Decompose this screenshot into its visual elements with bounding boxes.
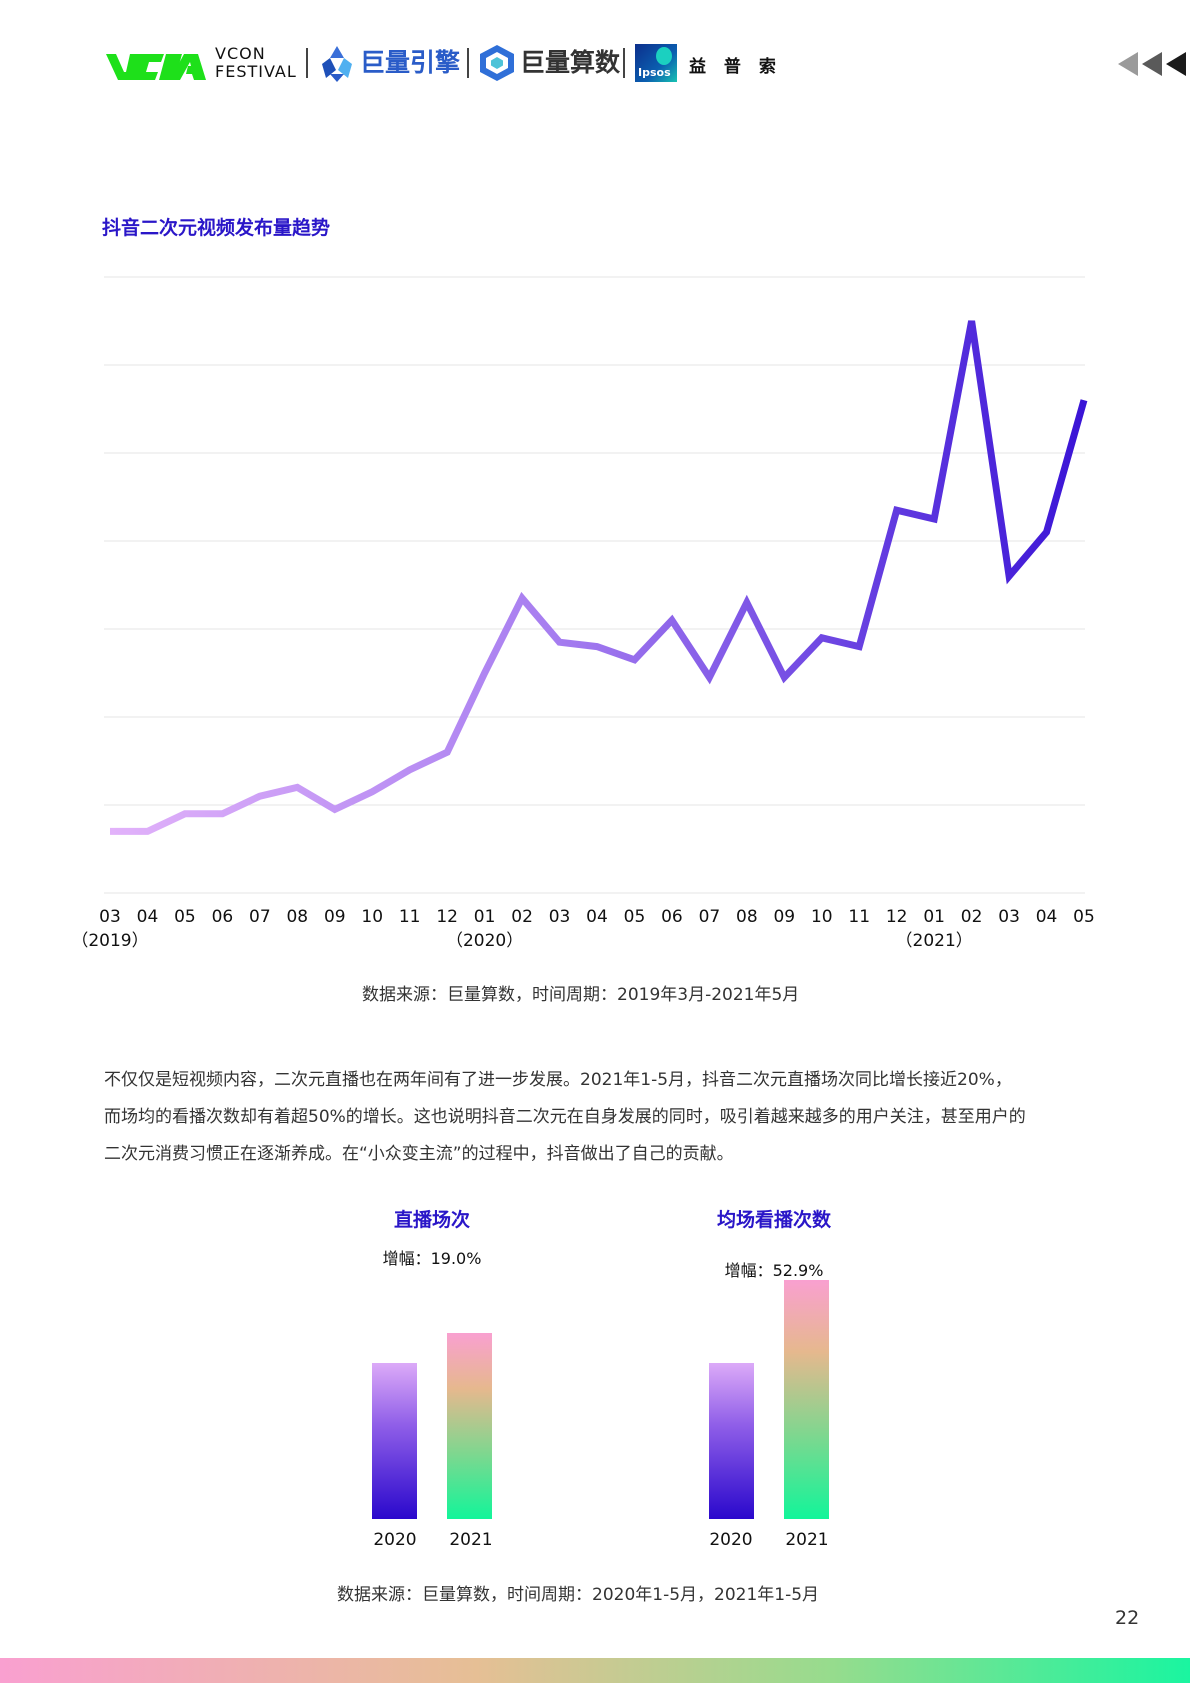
paragraph-line: 二次元消费习惯正在逐渐养成。在“小众变主流”的过程中，抖音做出了自己的贡献。 [104, 1144, 734, 1164]
ipsos-logo-dot [656, 47, 672, 65]
x-tick-label: 01 [923, 907, 945, 927]
chart-gridlines [104, 276, 1085, 894]
bar-2021 [784, 1280, 829, 1519]
x-tick-label: 04 [1036, 907, 1058, 927]
x-tick-label: 06 [212, 907, 234, 927]
x-axis-ticks: 03 04 05 06 07 08 09 10 11 12 01 02 03 04 05 06 07 08 09 10… [71, 907, 1094, 951]
x-tick-label: 10 [811, 907, 833, 927]
growth-label: 增幅：52.9% [724, 1261, 824, 1280]
brand-ipsos-cn: 益 普 索 [689, 57, 782, 77]
x-tick-label: 01 [474, 907, 496, 927]
x-tick-label: 07 [249, 907, 271, 927]
x-year-label: （2021） [896, 931, 973, 951]
ocean-engine-icon [322, 46, 352, 82]
body-paragraph: 不仅仅是短视频内容，二次元直播也在两年间有了进一步发展。2021年1-5月，抖音… [104, 1062, 1094, 1173]
vcon-line2: FESTIVAL [215, 62, 297, 81]
bar-2020 [372, 1362, 417, 1519]
x-tick-label: 05 [174, 907, 196, 927]
header-divider [467, 48, 469, 78]
x-tick-label: 09 [773, 907, 795, 927]
bar-2021 [447, 1333, 492, 1519]
vcon-festival-wordmark: VCON FESTIVAL [215, 45, 297, 81]
header-divider [306, 48, 308, 78]
header-divider [623, 48, 625, 78]
x-tick-label: 03 [998, 907, 1020, 927]
bar-chart-title: 直播场次 [393, 1209, 470, 1231]
growth-label: 增幅：19.0% [382, 1249, 482, 1268]
brand-ocean-engine: 巨量引擎 [360, 48, 461, 77]
x-tick-label: 09 [324, 907, 346, 927]
suanshu-icon [480, 45, 514, 81]
bar-2020 [709, 1362, 754, 1519]
x-year-label: （2019） [71, 931, 148, 951]
x-tick-label: 04 [586, 907, 608, 927]
vcon-line1: VCON [215, 44, 266, 63]
x-tick-label: 08 [286, 907, 308, 927]
bar-category-label: 2021 [449, 1530, 493, 1550]
x-tick-label: 05 [624, 907, 646, 927]
x-tick-label: 11 [848, 907, 870, 927]
bar-chart-title: 均场看播次数 [716, 1209, 831, 1231]
line-chart-title: 抖音二次元视频发布量趋势 [102, 217, 331, 239]
bar-category-label: 2020 [373, 1530, 417, 1550]
x-tick-label: 02 [511, 907, 533, 927]
back-arrows-icon [1118, 52, 1186, 76]
x-tick-label: 11 [399, 907, 421, 927]
line-chart-source: 数据来源：巨量算数，时间周期：2019年3月-2021年5月 [362, 985, 800, 1005]
line-chart: 03 04 05 06 07 08 09 10 11 12 01 02 03 04 05 06 07 08 09 10… [71, 276, 1095, 951]
x-tick-label: 07 [699, 907, 721, 927]
bar-chart-source: 数据来源：巨量算数，时间周期：2020年1-5月，2021年1-5月 [337, 1585, 820, 1605]
paragraph-line: 不仅仅是短视频内容，二次元直播也在两年间有了进一步发展。2021年1-5月，抖音… [104, 1070, 1012, 1090]
page-number: 22 [1115, 1607, 1140, 1629]
x-tick-label: 12 [886, 907, 908, 927]
x-tick-label: 12 [436, 907, 458, 927]
x-tick-label: 08 [736, 907, 758, 927]
bottom-gradient-band [0, 1658, 1190, 1683]
brand-suanshu: 巨量算数 [520, 48, 621, 77]
x-tick-label: 03 [99, 907, 121, 927]
bar-category-label: 2020 [709, 1530, 753, 1550]
x-tick-label: 03 [549, 907, 571, 927]
series-line [110, 320, 1088, 835]
x-tick-label: 10 [361, 907, 383, 927]
x-year-label: （2020） [446, 931, 523, 951]
x-tick-label: 06 [661, 907, 683, 927]
x-tick-label: 05 [1073, 907, 1095, 927]
paragraph-line: 而场均的看播次数却有着超50%的增长。这也说明抖音二次元在自身发展的同时，吸引着… [104, 1107, 1026, 1127]
ipsos-logo-text: Ipsos [638, 66, 671, 79]
ipsos-logo: Ipsos [635, 44, 677, 82]
vcon-logo [106, 54, 206, 80]
x-tick-label: 04 [137, 907, 159, 927]
bar-category-label: 2021 [785, 1530, 829, 1550]
x-tick-label: 02 [961, 907, 983, 927]
